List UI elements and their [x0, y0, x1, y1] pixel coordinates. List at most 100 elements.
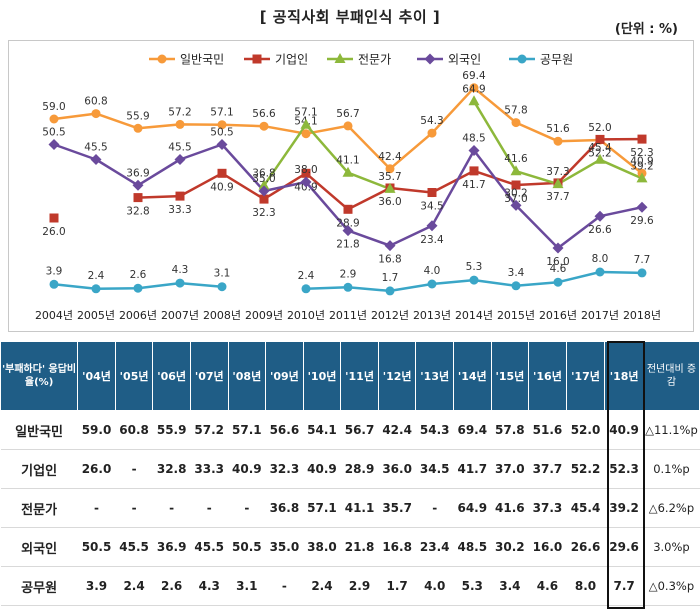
data-point — [300, 118, 312, 129]
data-label: 32.8 — [126, 206, 149, 218]
table-cell: 37.3 — [528, 488, 567, 528]
data-label: 34.5 — [420, 201, 443, 213]
data-label: 2.4 — [298, 270, 315, 282]
data-label: 35.0 — [252, 173, 275, 185]
table-cell: 59.0 — [77, 410, 116, 450]
data-label: 2.6 — [130, 269, 147, 281]
table-cell: 51.6 — [528, 410, 567, 450]
table-cell: 57.2 — [190, 410, 229, 450]
data-label: 41.7 — [462, 179, 485, 191]
data-point — [49, 114, 59, 124]
table-cell: - — [190, 488, 229, 528]
data-point — [301, 129, 311, 139]
data-point — [343, 204, 353, 214]
data-point — [343, 282, 353, 292]
data-label: 52.3 — [630, 147, 653, 159]
chart-canvas: 일반국민 기업인 전문가 외국인 공무원 59.0 60.8 55.9 57.2 57.1 56.6… — [35, 53, 661, 323]
table-change-cell: △0.3%p — [643, 566, 700, 606]
data-label: 23.4 — [420, 234, 444, 246]
table-row: 공무원 3.9 2.4 2.6 4.3 3.1-2.4 2.9 1.7 4.0 5.3 3.4 4.6… — [0, 566, 700, 606]
data-point — [469, 83, 479, 93]
table-cell: 5.3 — [453, 566, 492, 606]
table-change-cell: △6.2%p — [643, 488, 700, 528]
table-cell: 33.3 — [190, 449, 229, 489]
table-cell: 38.0 — [303, 527, 341, 567]
data-point — [258, 185, 270, 197]
table-cell: 16.8 — [378, 527, 416, 567]
data-label: 57.2 — [168, 106, 191, 118]
table-cell: 41.6 — [491, 488, 529, 528]
x-tick-label: 2007년 — [161, 309, 199, 322]
table-year-header: '12년 — [377, 341, 417, 411]
table-cell: 29.6 — [604, 527, 644, 567]
data-label: 64.9 — [462, 83, 485, 95]
data-label: 40.9 — [210, 181, 233, 193]
data-point — [384, 240, 396, 252]
data-point — [384, 182, 396, 193]
data-label: 3.1 — [214, 268, 231, 280]
table-year-header: '06년 — [152, 341, 191, 411]
table-cell: 57.8 — [491, 410, 529, 450]
table-cell: - — [415, 488, 454, 528]
data-label: 4.3 — [172, 264, 189, 276]
data-label: 7.7 — [634, 254, 651, 266]
data-point — [553, 136, 563, 146]
x-tick-label: 2008년 — [203, 309, 241, 322]
table-year-header: '15년 — [490, 341, 530, 411]
data-label: 42.4 — [378, 151, 402, 163]
data-label: 54.3 — [420, 115, 443, 127]
table-cell: 3.9 — [77, 566, 116, 606]
table-year-header: '16년 — [528, 341, 567, 411]
table-cell: 48.5 — [453, 527, 492, 567]
data-label: 48.5 — [462, 133, 485, 145]
table-row: 외국인 50.5 45.5 36.9 45.5 50.5 35.0 38.0 21.8 16.8 2… — [0, 527, 700, 567]
table-cell: 36.9 — [152, 527, 191, 567]
table-cell: 21.8 — [340, 527, 379, 567]
data-point — [342, 225, 354, 237]
data-label: 52.2 — [588, 147, 611, 159]
table-cell: - — [77, 488, 116, 528]
data-point — [301, 284, 311, 294]
data-label: 2.4 — [88, 270, 105, 282]
table-cell: 45.4 — [566, 488, 605, 528]
table-cell: 54.1 — [303, 410, 341, 450]
data-label: 56.6 — [252, 108, 276, 120]
data-point — [217, 120, 227, 130]
data-label: 21.8 — [336, 239, 359, 251]
data-point — [342, 166, 354, 177]
legend-label: 일반국민 — [180, 53, 224, 67]
line-chart: 일반국민 기업인 전문가 외국인 공무원 59.0 60.8 55.9 57.2 57.1 56.6… — [8, 40, 694, 332]
data-label: 59.0 — [42, 101, 65, 113]
data-point — [258, 179, 270, 190]
data-point — [90, 154, 102, 165]
legend-label: 공무원 — [540, 53, 573, 67]
table-cell: 37.0 — [491, 449, 529, 489]
data-point — [385, 286, 395, 296]
data-point — [427, 279, 437, 289]
table-cell: 8.0 — [566, 566, 605, 606]
data-point — [133, 193, 143, 203]
data-label: 36.9 — [126, 167, 149, 179]
data-label: 37.3 — [546, 166, 569, 178]
x-tick-label: 2013년 — [413, 309, 451, 322]
legend-marker — [334, 53, 346, 63]
data-point — [91, 109, 101, 119]
table-cell: 35.0 — [265, 527, 304, 567]
x-tick-label: 2011년 — [329, 309, 367, 322]
table-cell: 28.9 — [340, 449, 379, 489]
data-point — [132, 179, 144, 191]
table-cell: 40.9 — [228, 449, 266, 489]
data-point — [426, 220, 438, 232]
data-point — [595, 134, 605, 144]
data-label: 37.7 — [546, 191, 569, 203]
data-label: 45.5 — [168, 142, 191, 154]
data-point — [385, 164, 395, 174]
data-label: 2.9 — [340, 268, 357, 280]
legend-marker — [517, 54, 527, 64]
table-year-header: '14년 — [452, 341, 492, 411]
data-point — [595, 267, 605, 277]
table-year-header: '18년 — [604, 341, 644, 411]
table-cell: 40.9 — [303, 449, 341, 489]
table-cell: 32.3 — [265, 449, 304, 489]
x-tick-label: 2009년 — [245, 309, 283, 322]
